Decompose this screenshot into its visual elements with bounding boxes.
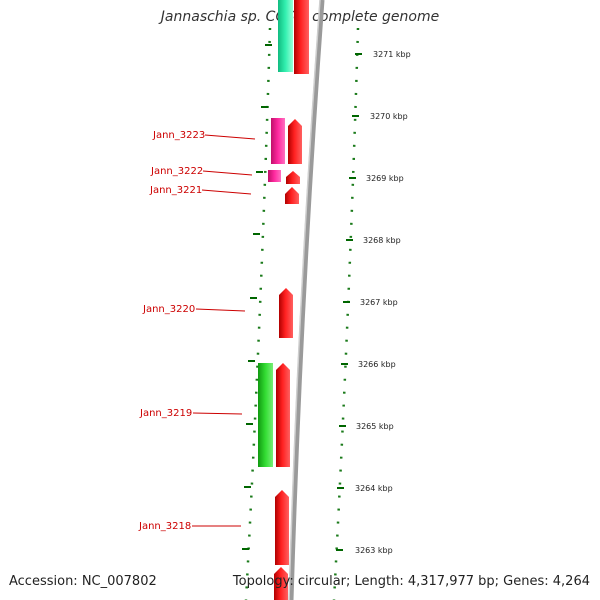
inner-dotted-ring xyxy=(244,27,272,600)
leader-line-jann-3219 xyxy=(192,412,243,415)
topology-text: Topology: circular; Length: 4,317,977 bp… xyxy=(232,574,590,589)
tick-label-3266: 3266 kbp xyxy=(358,360,396,369)
green-feature-block xyxy=(258,363,273,467)
gene-arrow-jann-3220 xyxy=(279,288,293,338)
tick-label-3268: 3268 kbp xyxy=(363,236,401,245)
rrna-feature-small xyxy=(268,170,281,182)
outer-dotted-ring xyxy=(332,27,360,600)
backbone-arc xyxy=(288,0,325,600)
tick-label-3265: 3265 kbp xyxy=(356,422,394,431)
tick-label-3271: 3271 kbp xyxy=(373,50,411,59)
tick-labels: 3271 kbp 3270 kbp 3269 kbp 3268 kbp 3267… xyxy=(355,50,411,555)
tick-label-3264: 3264 kbp xyxy=(355,484,393,493)
gene-label-jann-3222: Jann_3222 xyxy=(150,166,203,177)
tick-marks xyxy=(242,44,362,551)
gene-arrow-jann-3219 xyxy=(276,363,290,467)
leader-line-jann-3221 xyxy=(201,189,252,195)
gene-labels: Jann_3223 Jann_3222 Jann_3221 Jann_3220 … xyxy=(138,130,256,532)
gene-arrow-jann-3221 xyxy=(285,187,299,204)
tick-label-3270: 3270 kbp xyxy=(370,112,408,121)
leader-line-jann-3223 xyxy=(204,134,256,140)
gene-arrow-jann-3218 xyxy=(275,490,289,565)
gene-label-jann-3221: Jann_3221 xyxy=(149,185,202,196)
leader-line-jann-3222 xyxy=(202,170,253,176)
gene-label-jann-3218: Jann_3218 xyxy=(138,521,191,532)
rrna-feature-block xyxy=(271,118,285,164)
gene-label-jann-3220: Jann_3220 xyxy=(142,304,195,315)
feature-track xyxy=(258,0,309,600)
tick-label-3263: 3263 kbp xyxy=(355,546,393,555)
gene-arrow-bottom xyxy=(274,567,288,600)
gene-arrow-jann-3222 xyxy=(286,171,300,184)
gene-label-jann-3219: Jann_3219 xyxy=(139,408,192,419)
red-feature-block-top xyxy=(294,0,309,74)
gene-arrow-jann-3223 xyxy=(288,119,302,164)
leader-line-jann-3220 xyxy=(195,308,246,312)
gene-label-jann-3223: Jann_3223 xyxy=(152,130,205,141)
teal-feature-block xyxy=(278,0,293,72)
tick-label-3269: 3269 kbp xyxy=(366,174,404,183)
tick-label-3267: 3267 kbp xyxy=(360,298,398,307)
accession-text: Accession: NC_007802 xyxy=(9,574,157,589)
